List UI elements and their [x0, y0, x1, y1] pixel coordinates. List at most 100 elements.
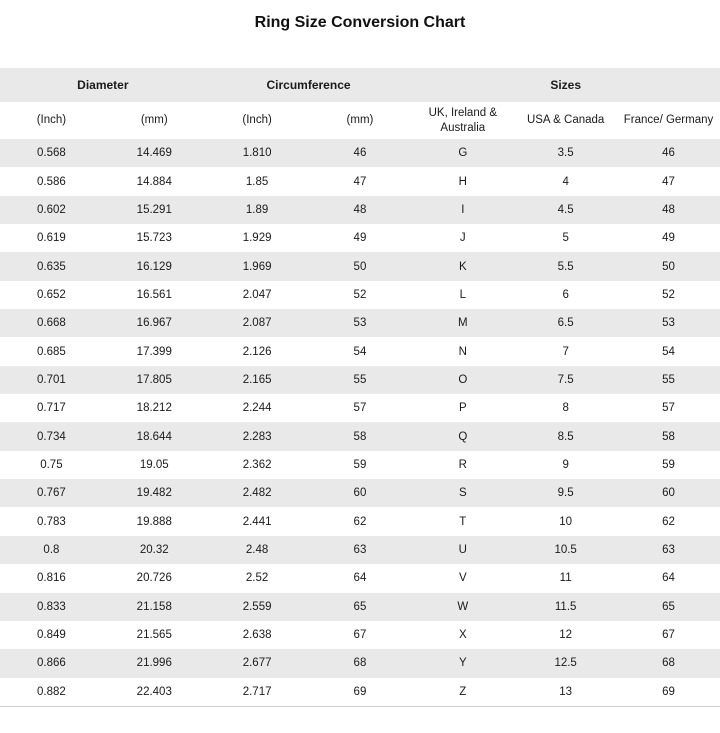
table-cell: 18.644	[136, 430, 172, 443]
table-cell: I	[461, 203, 465, 216]
table-row: 0.833 21.158 2.559 65 W 11.5 65	[0, 592, 720, 621]
table-cell: 60	[353, 487, 367, 500]
table-cell: 8.5	[557, 430, 574, 443]
table-cell: 13	[514, 677, 618, 707]
table-cell: 9.5	[557, 487, 574, 500]
table-cell: 52	[353, 288, 367, 301]
table-cell: 0.701	[37, 373, 66, 386]
table-cell: 2.126	[242, 345, 272, 358]
table-cell: 4.5	[557, 203, 574, 216]
table-cell: 0.652	[37, 288, 66, 301]
table-cell: W	[457, 600, 469, 613]
table-row: 0.652 16.561 2.047 52 L 6 52	[0, 280, 720, 310]
table-row: 0.586 14.884 1.85 47 H 4 47	[0, 167, 720, 196]
table-cell: 7	[562, 345, 569, 358]
table-cell: 68	[353, 657, 367, 670]
table-cell: 64	[662, 572, 675, 585]
table-cell: 2.165	[242, 373, 272, 386]
table-cell: 63	[353, 543, 367, 556]
table-cell: 50	[662, 260, 675, 273]
table-cell: 54	[353, 345, 367, 358]
table-cell: 62	[353, 515, 367, 528]
table-cell: 2.047	[242, 288, 272, 301]
column-header-circumference-inch: (Inch)	[205, 102, 309, 139]
ring-size-conversion-table: Diameter Circumference Sizes (Inch) (mm)…	[0, 68, 720, 707]
column-group-sizes: Sizes	[411, 68, 720, 102]
table-cell: Q	[458, 430, 468, 443]
table-cell: 21.158	[136, 600, 172, 613]
table-cell: 0.586	[37, 175, 66, 188]
table-row: 0.701 17.805 2.165 55 O 7.5 55	[0, 365, 720, 395]
table-row: 0.816 20.726 2.52 64 V 11 64	[0, 564, 720, 593]
table-cell: M	[458, 317, 468, 330]
table-cell: 69	[617, 677, 720, 707]
table-cell: 2.677	[242, 657, 272, 670]
table-cell: 1.969	[242, 260, 272, 273]
table-cell: 0.866	[37, 657, 66, 670]
table-cell: 1.85	[245, 175, 269, 188]
table-cell: G	[458, 147, 468, 160]
table-cell: N	[458, 345, 467, 358]
table-row: 0.635 16.129 1.969 50 K 5.5 50	[0, 252, 720, 281]
table-cell: 68	[662, 657, 675, 670]
table-cell: 22.403	[102, 677, 206, 707]
table-cell: 2.362	[242, 458, 272, 471]
table-cell: 4	[562, 175, 569, 188]
table-cell: 55	[353, 373, 367, 386]
table-cell: 1.929	[242, 232, 272, 245]
table-cell: 0.816	[37, 572, 66, 585]
table-cell: S	[458, 487, 467, 500]
table-cell: 64	[353, 572, 367, 585]
table-cell: 9	[562, 458, 569, 471]
table-cell: 16.967	[136, 317, 172, 330]
table-row: 0.685 17.399 2.126 54 N 7 54	[0, 337, 720, 366]
column-header-france-germany: France/ Germany	[617, 102, 720, 139]
table-row: 0.619 15.723 1.929 49 J 5 49	[0, 224, 720, 253]
table-cell: 0.849	[37, 629, 66, 642]
column-header-diameter-mm: (mm)	[102, 102, 206, 139]
table-cell: Z	[411, 677, 515, 707]
table-cell: 21.996	[136, 657, 172, 670]
table-cell: 20.726	[136, 572, 172, 585]
table-row: 0.866 21.996 2.677 68 Y 12.5 68	[0, 649, 720, 678]
table-cell: 57	[353, 402, 367, 415]
table-cell: 2.244	[242, 402, 272, 415]
table-cell: 63	[662, 543, 675, 556]
table-cell: 0.635	[37, 260, 66, 273]
table-cell: 6	[562, 288, 569, 301]
table-cell: 2.482	[242, 487, 272, 500]
table-cell: 0.783	[37, 515, 66, 528]
table-header: Diameter Circumference Sizes (Inch) (mm)…	[0, 68, 720, 139]
table-cell: 52	[662, 288, 675, 301]
table-cell: 7.5	[557, 373, 574, 386]
table-cell: 18.212	[136, 402, 172, 415]
column-header-diameter-inch: (Inch)	[0, 102, 103, 139]
page-title: Ring Size Conversion Chart	[254, 14, 466, 31]
column-header-uk-ireland-australia: UK, Ireland & Australia	[411, 102, 515, 139]
table-cell: 19.888	[136, 515, 172, 528]
table-cell: 0.734	[37, 430, 66, 443]
table-cell: J	[459, 232, 466, 245]
table-cell: 2.52	[245, 572, 269, 585]
table-cell: 20.32	[139, 543, 169, 556]
table-cell: 0.8	[43, 543, 60, 556]
table-cell: 2.638	[242, 629, 272, 642]
table-cell: 48	[353, 203, 367, 216]
column-group-row: Diameter Circumference Sizes	[0, 68, 720, 102]
table-cell: 2.441	[242, 515, 272, 528]
table-cell: 11.5	[554, 600, 577, 613]
table-cell: 15.291	[136, 203, 172, 216]
table-cell: X	[458, 629, 467, 642]
table-cell: 16.561	[136, 288, 172, 301]
table-cell: T	[459, 515, 467, 528]
table-cell: 1.89	[245, 203, 269, 216]
table-cell: 0.717	[37, 402, 66, 415]
table-cell: 59	[662, 458, 675, 471]
table-row: 0.783 19.888 2.441 62 T 10 62	[0, 507, 720, 536]
table-cell: 0.568	[37, 147, 66, 160]
table-body: 0.568 14.469 1.810 46 G 3.5 46 0.586 14.884 1.85 4…	[0, 139, 720, 707]
table-cell: 65	[662, 600, 675, 613]
table-cell: 58	[353, 430, 367, 443]
table-cell: 0.685	[37, 345, 66, 358]
table-row: 0.849 21.565 2.638 67 X 12 67	[0, 620, 720, 650]
